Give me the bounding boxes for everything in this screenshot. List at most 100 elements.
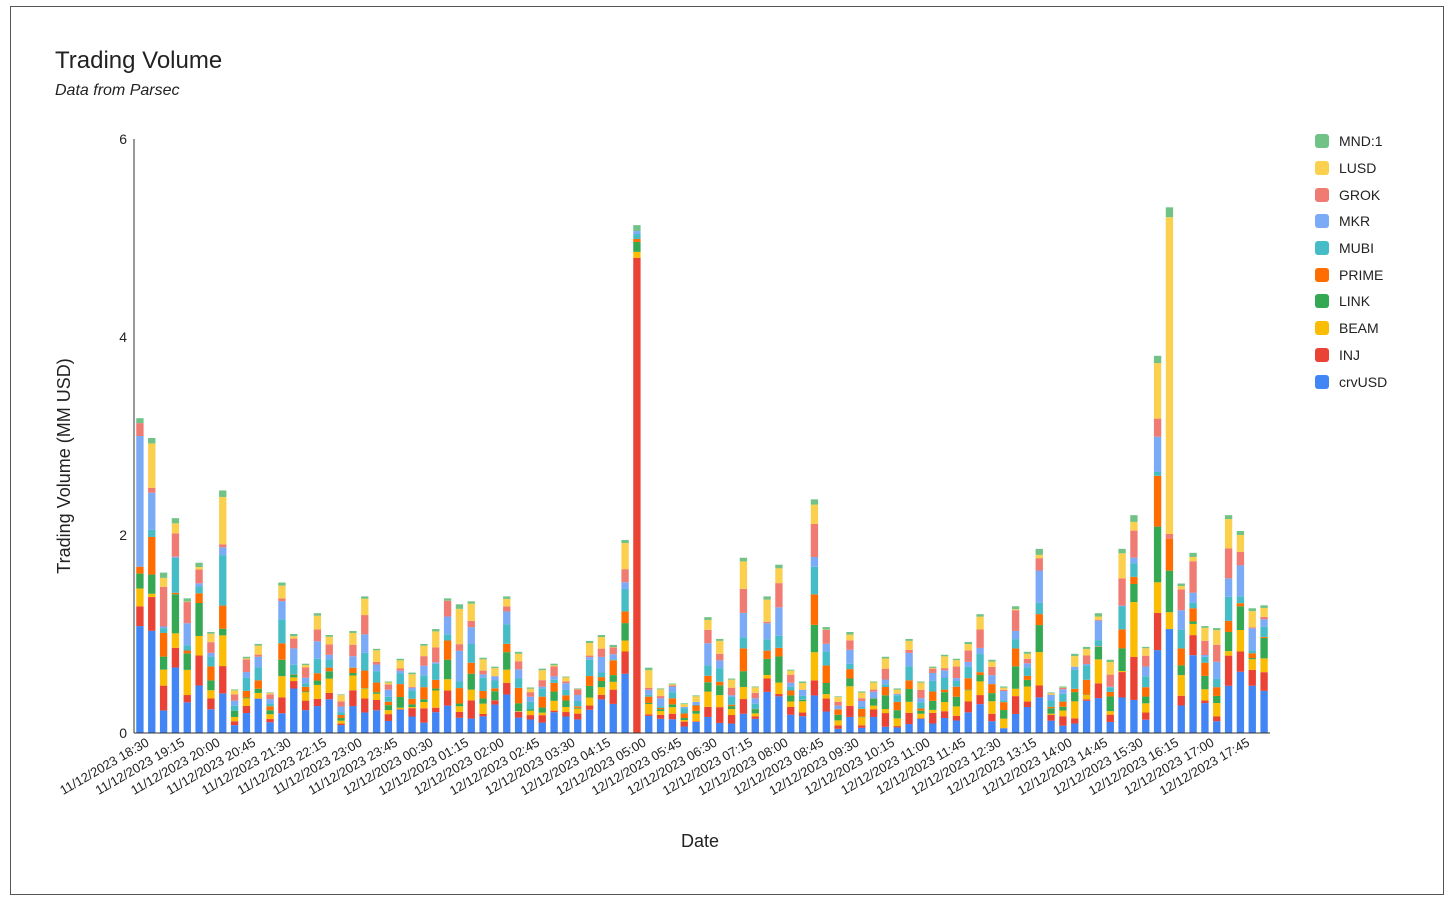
bar-segment-link xyxy=(964,689,972,691)
bar-segment-mkr xyxy=(645,689,653,695)
bar-segment-inj xyxy=(810,680,819,696)
bar-segment-lusd xyxy=(550,665,558,667)
bar-segment-mnd1 xyxy=(917,681,925,683)
bar-segment-grok xyxy=(278,598,286,602)
bar-segment-link xyxy=(869,698,878,706)
bar-segment-prime xyxy=(964,678,972,690)
bar-segment-grok xyxy=(361,615,369,635)
bar-segment-inj xyxy=(881,713,890,727)
bar-segment-mubi xyxy=(1059,693,1067,702)
bar-segment-grok xyxy=(420,656,428,666)
bar-segment-mkr xyxy=(372,664,381,672)
bar-segment-mubi xyxy=(1201,656,1209,663)
bar-segment-mnd1 xyxy=(313,613,322,616)
bar-segment-beam xyxy=(763,674,771,679)
bar-segment-mnd1 xyxy=(1260,605,1268,608)
bar-segment-inj xyxy=(645,714,653,716)
bar-segment-grok xyxy=(787,674,795,683)
bar-segment-grok xyxy=(550,666,558,677)
bar-segment-mkr xyxy=(1035,570,1043,603)
bar-segment-inj xyxy=(1059,716,1067,726)
bar-segment-mnd1 xyxy=(680,703,688,705)
bar-segment-prime xyxy=(479,690,487,699)
bar-segment-crvusd xyxy=(254,698,262,733)
bar-segment-mubi xyxy=(195,586,203,594)
bar-segment-mkr xyxy=(278,601,286,620)
bar-segment-lusd xyxy=(846,634,854,641)
bar-stack xyxy=(905,638,913,733)
bar-segment-crvusd xyxy=(230,725,239,733)
bar-segment-lusd xyxy=(148,443,156,488)
bar-segment-prime xyxy=(597,677,606,681)
bar-segment-mubi xyxy=(384,696,393,702)
bar-segment-prime xyxy=(219,605,227,629)
bar-segment-mubi xyxy=(822,651,830,666)
bar-segment-mkr xyxy=(148,492,156,530)
bar-stack xyxy=(361,596,369,733)
bar-segment-link xyxy=(976,675,984,682)
bar-segment-inj xyxy=(988,713,996,722)
bar-segment-prime xyxy=(727,704,736,707)
bar-segment-beam xyxy=(1236,630,1245,652)
bar-segment-grok xyxy=(846,640,854,650)
bar-segment-link xyxy=(1177,665,1185,676)
bar-segment-beam xyxy=(680,720,688,722)
bar-segment-link xyxy=(1201,675,1209,690)
bar-segment-beam xyxy=(751,713,759,717)
bar-segment-beam xyxy=(834,720,842,726)
bar-segment-lusd xyxy=(585,643,594,656)
bar-segment-inj xyxy=(420,708,428,723)
bar-segment-mubi xyxy=(148,529,156,537)
bar-segment-mubi xyxy=(1035,602,1043,615)
bar-segment-mkr xyxy=(881,679,890,685)
bar-segment-link xyxy=(526,709,535,711)
bar-segment-prime xyxy=(313,673,322,681)
bar-segment-mnd1 xyxy=(609,644,617,648)
bar-segment-mnd1 xyxy=(905,638,913,641)
bar-segment-crvusd xyxy=(171,667,180,733)
bar-segment-mnd1 xyxy=(775,564,783,569)
legend-swatch xyxy=(1315,294,1329,309)
bar-segment-lusd xyxy=(254,645,262,655)
bar-segment-lusd xyxy=(313,615,322,630)
bar-segment-lusd xyxy=(207,633,215,643)
bar-segment-link xyxy=(443,659,452,680)
bar-segment-crvusd xyxy=(443,705,452,733)
bar-segment-link xyxy=(136,573,144,589)
bar-segment-mubi xyxy=(739,637,748,649)
bar-segment-grok xyxy=(526,692,535,697)
bar-segment-inj xyxy=(562,712,570,717)
bar-segment-beam xyxy=(171,633,180,648)
bar-segment-inj xyxy=(905,712,913,725)
bar-segment-crvusd xyxy=(1213,721,1221,733)
bar-segment-link xyxy=(325,671,333,679)
bar-segment-mkr xyxy=(1201,655,1209,657)
bar-segment-prime xyxy=(455,688,464,704)
bar-segment-mubi xyxy=(1153,471,1162,476)
bar-segment-mkr xyxy=(763,623,771,640)
bar-segment-crvusd xyxy=(325,699,333,733)
bar-segment-lusd xyxy=(526,688,535,693)
bar-segment-link xyxy=(278,659,286,677)
bar-segment-grok xyxy=(290,638,298,649)
bar-segment-link xyxy=(1094,646,1103,660)
bar-segment-crvusd xyxy=(538,722,546,733)
bar-segment-inj xyxy=(727,715,736,724)
bar-segment-grok xyxy=(929,668,937,673)
bar-segment-mubi xyxy=(846,663,854,670)
bar-segment-mkr xyxy=(491,676,499,681)
bar-segment-crvusd xyxy=(798,716,807,733)
bar-segment-mubi xyxy=(219,555,227,606)
bar-segment-beam xyxy=(1011,688,1020,697)
bar-segment-mnd1 xyxy=(1213,628,1221,631)
bar-segment-beam xyxy=(230,716,239,722)
bar-segment-crvusd xyxy=(1106,721,1114,733)
bar-segment-mnd1 xyxy=(183,598,191,602)
bar-segment-crvusd xyxy=(1260,690,1268,733)
bar-stack xyxy=(1213,628,1221,733)
legend-swatch xyxy=(1315,161,1329,176)
bar-segment-mkr xyxy=(349,656,357,668)
bar-segment-mnd1 xyxy=(822,627,830,630)
bar-segment-grok xyxy=(940,668,949,671)
bar-segment-inj xyxy=(964,701,972,713)
